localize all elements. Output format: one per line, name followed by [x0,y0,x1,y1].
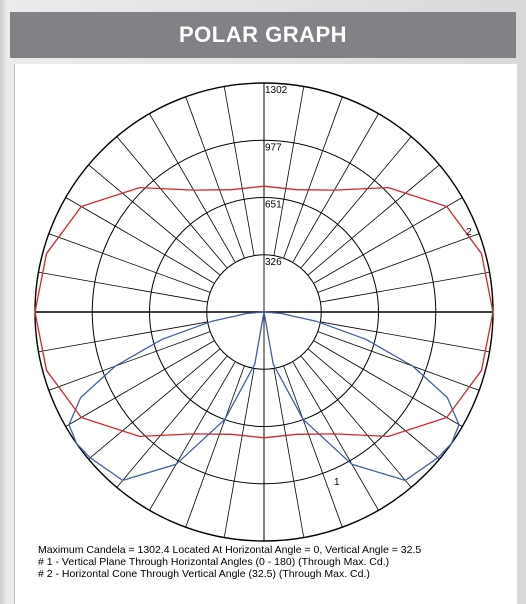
radial-line [283,96,343,259]
radial-line [273,86,305,256]
radial-tick-label: 1302 [265,85,288,96]
series-curve-1 [68,311,460,482]
radial-line [48,233,211,293]
radial-line [273,368,305,538]
radial-line [149,113,236,263]
grid-circle [91,139,437,485]
radial-line [313,340,463,427]
left-edge [0,0,6,604]
radial-line [300,355,412,488]
radial-line [223,368,255,538]
radial-line [307,164,440,276]
polar-grid [34,82,494,542]
radial-line [292,113,379,263]
radial-line [283,365,343,528]
series-label-1: 1 [334,477,340,488]
radial-line [317,233,480,293]
radial-line [223,86,255,256]
radial-line [313,197,463,284]
caption-line-2: # 1 - Vertical Plane Through Horizontal … [38,556,390,568]
radial-line [65,197,215,284]
radial-line [149,361,236,511]
grid-circle [149,197,379,427]
radial-tick-label: 977 [265,142,282,153]
radial-line [88,164,221,276]
radial-line [185,365,245,528]
chart-caption: Maximum Candela = 1302.4 Located At Hori… [38,544,421,580]
radial-line [48,331,211,391]
polar-tick-labels: 326 651 977 1302 1 2 [265,85,472,488]
radial-line [88,348,221,460]
caption-line-3: # 2 - Horizontal Cone Through Vertical A… [38,568,370,580]
radial-line [307,348,440,460]
series-curve-2 [34,185,494,439]
radial-line [317,331,480,391]
page-title: POLAR GRAPH [10,12,516,58]
radial-line [292,361,379,511]
grid-circle [206,254,322,370]
radial-line [300,136,412,269]
radial-tick-label: 326 [265,257,282,268]
radial-line [185,96,245,259]
radial-line [65,340,215,427]
radial-line [116,355,228,488]
radial-line [320,321,490,353]
polar-curves [34,185,494,482]
radial-line [38,271,208,303]
caption-line-1: Maximum Candela = 1302.4 Located At Hori… [38,544,422,556]
radial-line [38,321,208,353]
radial-line [320,271,490,303]
radial-line [116,136,228,269]
radial-tick-label: 651 [265,200,282,211]
series-label-2: 2 [466,227,472,238]
